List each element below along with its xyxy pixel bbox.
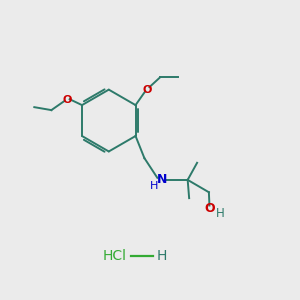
Text: N: N bbox=[157, 173, 167, 186]
Text: O: O bbox=[142, 85, 152, 95]
Text: H: H bbox=[215, 207, 224, 220]
Text: H: H bbox=[157, 249, 167, 263]
Text: O: O bbox=[204, 202, 215, 215]
Text: O: O bbox=[62, 95, 71, 105]
Text: H: H bbox=[150, 181, 159, 191]
Text: HCl: HCl bbox=[103, 249, 127, 263]
